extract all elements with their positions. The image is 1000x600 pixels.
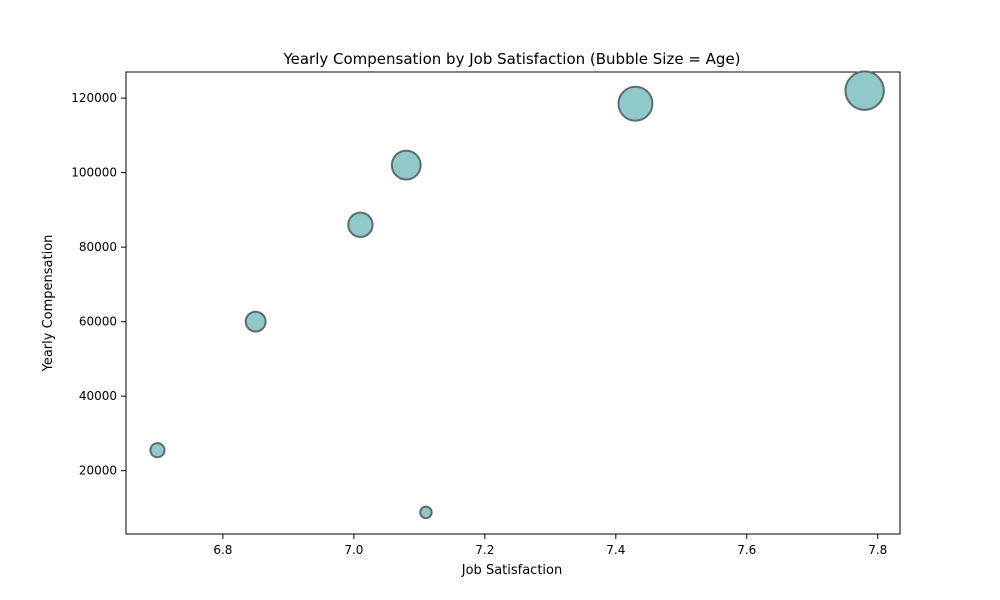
plot-area <box>125 71 901 535</box>
x-tick-label: 7.4 <box>606 543 625 557</box>
y-axis: 20000 40000 60000 80000 100000 120000 <box>71 91 126 478</box>
bubble-point[interactable] <box>419 505 433 520</box>
y-tick-label: 60000 <box>79 315 117 329</box>
x-tick-label: 7.2 <box>475 543 494 557</box>
y-tick-label: 100000 <box>71 166 117 180</box>
x-tick-label: 6.8 <box>213 543 232 557</box>
bubble-point[interactable] <box>149 442 166 459</box>
bubble-point[interactable] <box>617 85 654 122</box>
bubble-point[interactable] <box>390 149 422 181</box>
bubble-series <box>149 70 885 520</box>
plot-frame <box>125 71 901 535</box>
bubble-point[interactable] <box>244 310 267 333</box>
y-tick-label: 20000 <box>79 464 117 478</box>
x-tick-label: 7.8 <box>868 543 887 557</box>
x-tick-label: 7.6 <box>737 543 756 557</box>
x-tick-label: 7.0 <box>344 543 363 557</box>
y-tick-label: 40000 <box>79 389 117 403</box>
y-tick-label: 120000 <box>71 91 117 105</box>
y-axis-label: Yearly Compensation <box>41 235 56 373</box>
bubble-point[interactable] <box>347 211 374 238</box>
y-tick-label: 80000 <box>79 240 117 254</box>
x-axis-label: Job Satisfaction <box>461 563 562 578</box>
chart-title: Yearly Compensation by Job Satisfaction … <box>282 50 740 68</box>
bubble-point[interactable] <box>844 70 885 111</box>
x-axis: 6.8 7.0 7.2 7.4 7.6 7.8 <box>213 534 887 557</box>
